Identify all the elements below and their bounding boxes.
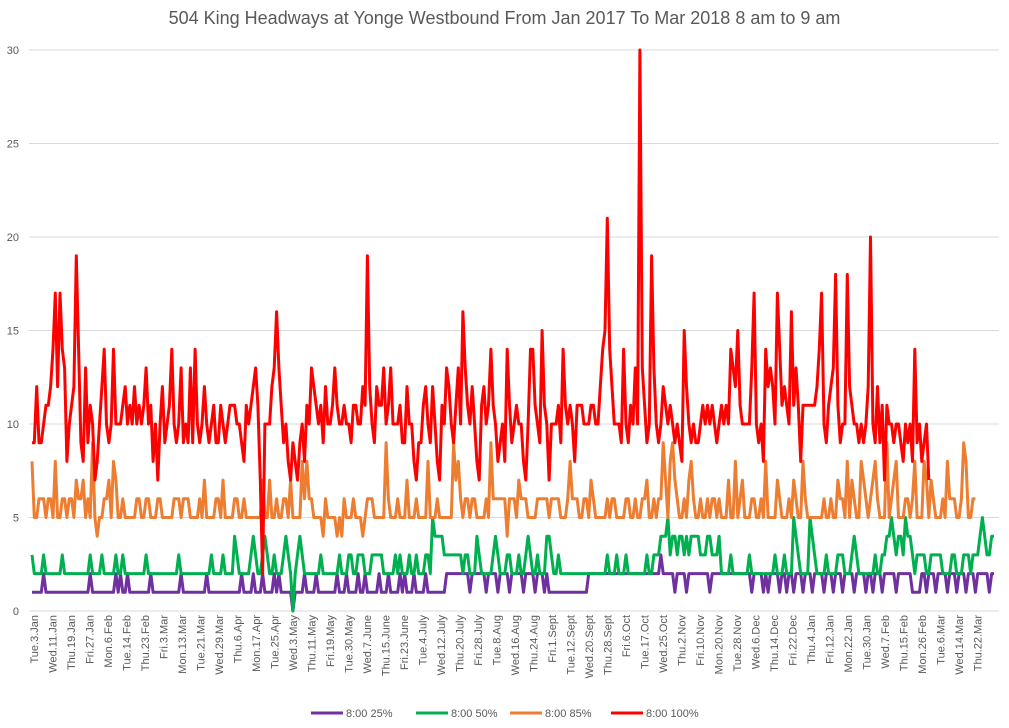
legend-label: 8:00 25% — [346, 708, 393, 720]
x-tick-label: Thu.20.July — [455, 615, 467, 672]
x-tick-label: Tue.14.Feb — [122, 615, 134, 671]
x-tick-label: Tue.12.Sept — [566, 615, 578, 675]
x-tick-label: Wed.12.July — [436, 615, 448, 676]
x-tick-label: Thu.15.Feb — [899, 615, 911, 671]
y-tick-label: 10 — [7, 419, 19, 431]
x-tick-label: Thu.2.Nov — [677, 615, 689, 666]
y-tick-label: 30 — [7, 45, 19, 57]
x-tick-label: Thu.23.Feb — [140, 615, 152, 671]
x-tick-label: Tue.30.Jan — [862, 615, 874, 670]
x-tick-label: Mon.6.Feb — [103, 615, 115, 668]
x-tick-label: Wed.29.Mar — [214, 615, 226, 675]
y-tick-label: 25 — [7, 139, 19, 151]
legend-label: 8:00 50% — [451, 708, 498, 720]
legend-label: 8:00 100% — [646, 708, 699, 720]
x-tick-label: Mon.13.Mar — [177, 615, 189, 674]
x-tick-label: Tue.25.Apr — [270, 615, 282, 669]
x-tick-label: Tue.30.May — [344, 615, 356, 673]
x-tick-label: Thu.15.June — [381, 615, 393, 676]
x-tick-label: Tue.17.Oct — [640, 615, 652, 669]
x-tick-label: Mon.20.Nov — [714, 615, 726, 675]
x-tick-label: Fri.6.Oct — [621, 615, 633, 657]
x-tick-label: Thu.28.Sept — [603, 615, 615, 675]
x-tick-label: Wed.7.June — [362, 615, 374, 674]
y-tick-label: 20 — [7, 232, 19, 244]
y-tick-label: 5 — [13, 513, 19, 525]
chart-title: 504 King Headways at Yonge Westbound Fro… — [168, 8, 841, 28]
x-tick-label: Fri.12.Jan — [825, 615, 837, 664]
series-line-8-00-50- — [30, 516, 994, 613]
x-tick-label: Fri.28.July — [473, 615, 485, 666]
x-tick-label: Mon.22.Jan — [843, 615, 855, 672]
x-tick-label: Thu.24.Aug — [529, 615, 541, 672]
x-tick-label: Fri.27.Jan — [85, 615, 97, 664]
x-tick-label: Thu.14.Dec — [769, 615, 781, 672]
x-tick-label: Tue.28.Nov — [732, 615, 744, 672]
x-tick-label: Wed.14.Mar — [954, 615, 966, 675]
x-tick-label: Wed.6.Dec — [751, 615, 763, 670]
x-tick-label: Wed.16.Aug — [510, 615, 522, 675]
x-tick-label: Fri.10.Nov — [695, 615, 707, 666]
x-tick-label: Fri.1.Sept — [547, 615, 559, 663]
x-tick-label: Tue.21.Mar — [196, 615, 208, 671]
x-tick-label: Wed.25.Oct — [658, 615, 670, 673]
x-tick-label: Wed.20.Sept — [584, 615, 596, 678]
series-line-8-00-85- — [30, 441, 976, 538]
x-tick-label: Wed.3.May — [288, 615, 300, 671]
x-tick-label: Wed.7.Feb — [880, 615, 892, 669]
x-tick-label: Fri.3.Mar — [159, 615, 171, 659]
x-tick-label: Mon.26.Feb — [917, 615, 929, 674]
x-tick-label: Thu.6.Apr — [233, 615, 245, 664]
x-tick-label: Mon.17.Apr — [251, 615, 263, 672]
x-tick-label: Fri.22.Dec — [788, 615, 800, 666]
legend-label: 8:00 85% — [545, 708, 592, 720]
x-tick-label: Thu.4.Jan — [806, 615, 818, 664]
x-tick-label: Tue.6.Mar — [936, 615, 948, 665]
y-tick-label: 15 — [7, 326, 19, 338]
x-tick-label: Thu.22.Mar — [973, 615, 985, 672]
series-line-8-00-100- — [32, 48, 931, 576]
x-tick-label: Tue.4.July — [418, 615, 430, 666]
x-tick-label: Fri.23.June — [399, 615, 411, 670]
x-tick-label: Thu.19.Jan — [66, 615, 78, 670]
x-tick-label: Wed.11.Jan — [48, 615, 60, 673]
x-tick-label: Thu.11.May — [307, 615, 319, 673]
y-tick-label: 0 — [13, 606, 19, 618]
x-tick-label: Tue.8.Aug — [492, 615, 504, 665]
x-tick-label: Fri.19.May — [325, 615, 337, 667]
x-tick-label: Tue.3.Jan — [29, 615, 41, 664]
